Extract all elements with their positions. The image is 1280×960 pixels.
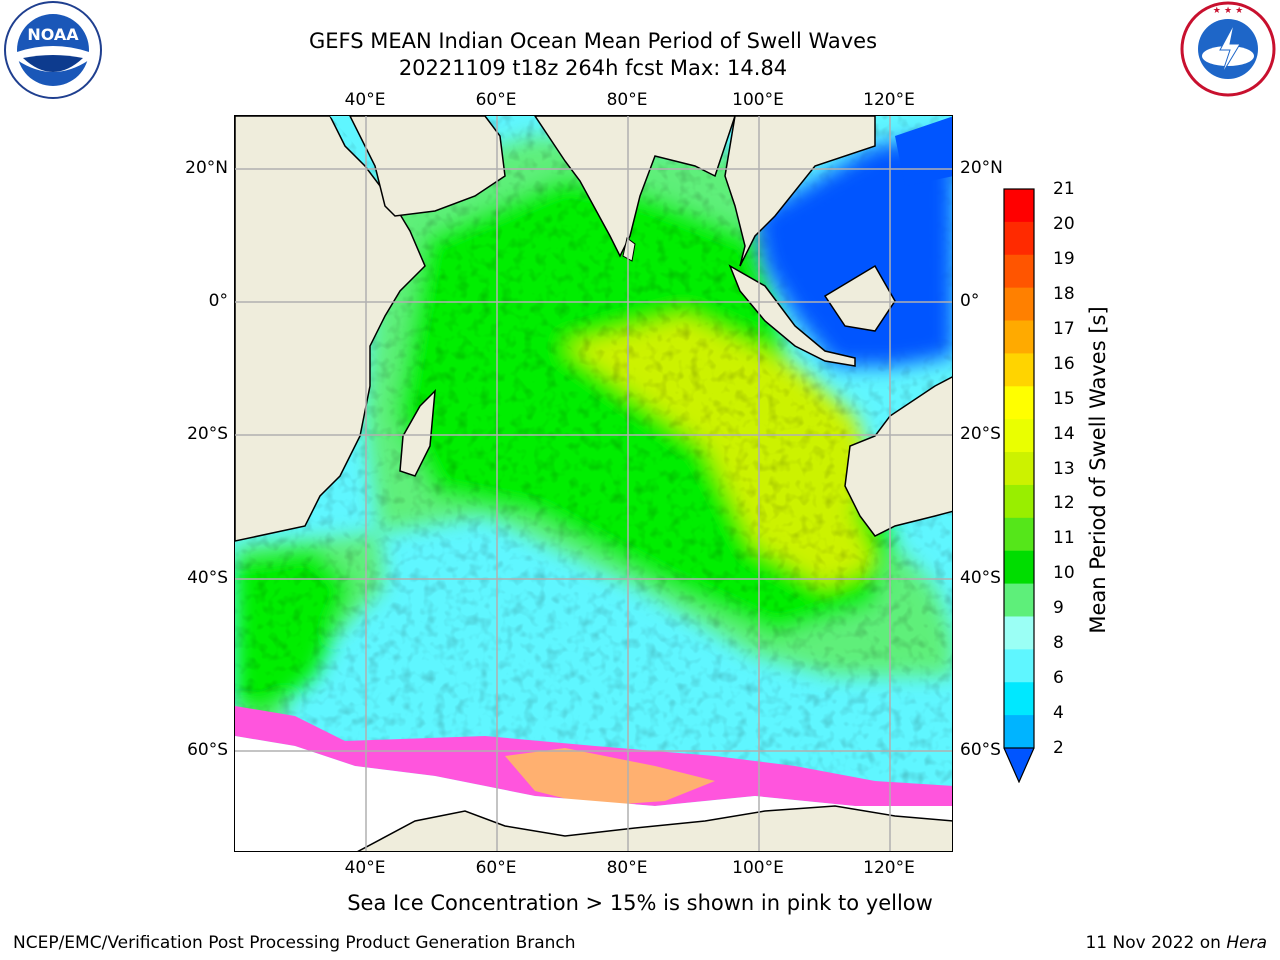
colorbar-segment: [1004, 189, 1034, 223]
lon-top-label: 60°E: [475, 90, 517, 110]
colorbar-tick-label: 12: [1053, 493, 1075, 514]
chart-title: GEFS MEAN Indian Ocean Mean Period of Sw…: [308, 29, 878, 53]
colorbar-tick-label: 13: [1053, 458, 1075, 479]
colorbar-segment: [1004, 616, 1034, 650]
colorbar-segment: [1004, 353, 1034, 387]
colorbar-tick-label: 10: [1053, 563, 1075, 584]
lon-bottom-label: 40°E: [344, 858, 386, 878]
colorbar: [1003, 188, 1035, 783]
colorbar-segment: [1004, 419, 1034, 453]
lon-top-label: 120°E: [863, 90, 915, 110]
colorbar-tick-label: 11: [1053, 528, 1075, 549]
graticule: [235, 116, 952, 851]
colorbar-segment: [1004, 287, 1034, 322]
colorbar-tick-label: 14: [1053, 423, 1075, 444]
chart-subtitle: 20221109 t18z 264h fcst Max: 14.84: [398, 56, 788, 80]
colorbar-tick-label: 8: [1053, 633, 1064, 654]
colorbar-tick-label: 19: [1053, 248, 1075, 269]
lat-left-label: 60°S: [187, 740, 228, 760]
colorbar-tick-label: 4: [1053, 703, 1064, 724]
lon-bottom-label: 80°E: [606, 858, 648, 878]
svg-text:★ ★ ★: ★ ★ ★: [1213, 6, 1243, 16]
lat-left-label: 20°S: [187, 424, 228, 444]
colorbar-segment: [1004, 682, 1034, 716]
noaa-logo: NOAA: [4, 1, 102, 99]
colorbar-tick-label: 16: [1053, 353, 1075, 374]
lat-right-label: 40°S: [960, 568, 1001, 588]
colorbar-segment: [1004, 254, 1034, 289]
footer-host: Hera: [1226, 933, 1267, 953]
colorbar-tick-label: 20: [1053, 213, 1075, 234]
lon-bottom-label: 120°E: [863, 858, 915, 878]
map-frame: [234, 115, 953, 852]
colorbar-tick-label: 2: [1053, 738, 1064, 758]
colorbar-title: Mean Period of Swell Waves [s]: [1086, 306, 1110, 634]
colorbar-segment: [1004, 221, 1034, 256]
map-caption: Sea Ice Concentration > 15% is shown in …: [347, 891, 933, 915]
lat-left-label: 0°: [208, 291, 228, 311]
colorbar-extend-arrow: [1004, 748, 1034, 782]
colorbar-segment: [1004, 452, 1034, 486]
footer-date: 11 Nov 2022 on Hera: [1085, 933, 1267, 953]
swell-period-map: [235, 116, 952, 851]
colorbar-tick-label: 15: [1053, 388, 1075, 409]
colorbar-segment: [1004, 484, 1034, 519]
noaa-logo-text: NOAA: [27, 25, 79, 44]
footer-credit: NCEP/EMC/Verification Post Processing Pr…: [13, 933, 576, 953]
colorbar-segment: [1004, 320, 1034, 354]
colorbar-tick-label: 17: [1053, 318, 1075, 339]
lat-left-label: 40°S: [187, 568, 228, 588]
colorbar-segment: [1004, 550, 1034, 585]
colorbar-segment: [1004, 583, 1034, 617]
colorbar-tick-label: 18: [1053, 283, 1075, 304]
colorbar-segment: [1004, 715, 1034, 749]
lat-right-label: 20°S: [960, 424, 1001, 444]
colorbar-segment: [1004, 386, 1034, 420]
lat-left-label: 20°N: [185, 158, 228, 178]
lat-right-label: 0°: [960, 291, 980, 311]
footer-date-text: 11 Nov 2022 on: [1085, 933, 1227, 953]
lon-top-label: 100°E: [732, 90, 784, 110]
nws-logo: ★ ★ ★: [1180, 1, 1276, 97]
lat-right-label: 20°N: [960, 158, 1003, 178]
lon-top-label: 40°E: [344, 90, 386, 110]
lon-bottom-label: 60°E: [475, 858, 517, 878]
colorbar-segment: [1004, 517, 1034, 552]
colorbar-segment: [1004, 649, 1034, 683]
lon-top-label: 80°E: [606, 90, 648, 110]
lon-bottom-label: 100°E: [732, 858, 784, 878]
colorbar-tick-label: 21: [1053, 179, 1075, 199]
colorbar-tick-label: 9: [1053, 598, 1064, 619]
lat-right-label: 60°S: [960, 740, 1001, 760]
colorbar-tick-label: 6: [1053, 668, 1064, 689]
